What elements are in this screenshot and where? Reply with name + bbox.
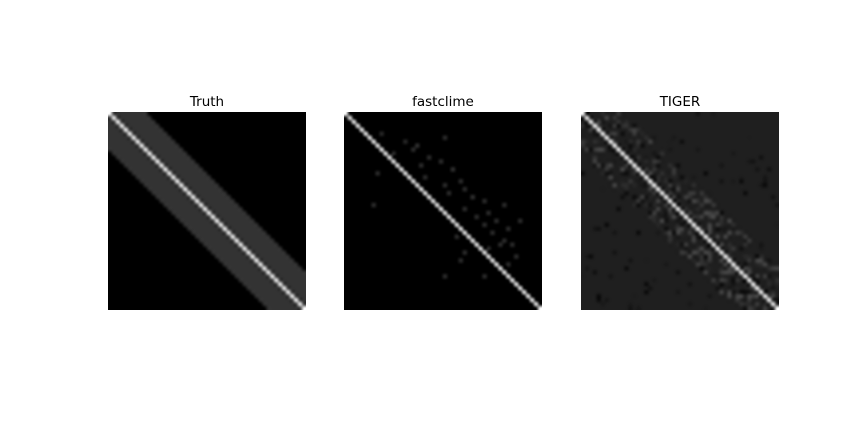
- panel-title: TIGER: [659, 94, 701, 110]
- panel-title: fastclime: [412, 94, 474, 110]
- panel-truth: Truth: [108, 92, 306, 310]
- heatmap-fastclime: [344, 112, 542, 310]
- panel-title: Truth: [189, 94, 225, 110]
- heatmap-truth: [108, 112, 306, 310]
- heatmap-tiger: [581, 112, 779, 310]
- panel-tiger: TIGER: [581, 92, 779, 310]
- panel-fastclime: fastclime: [344, 92, 542, 310]
